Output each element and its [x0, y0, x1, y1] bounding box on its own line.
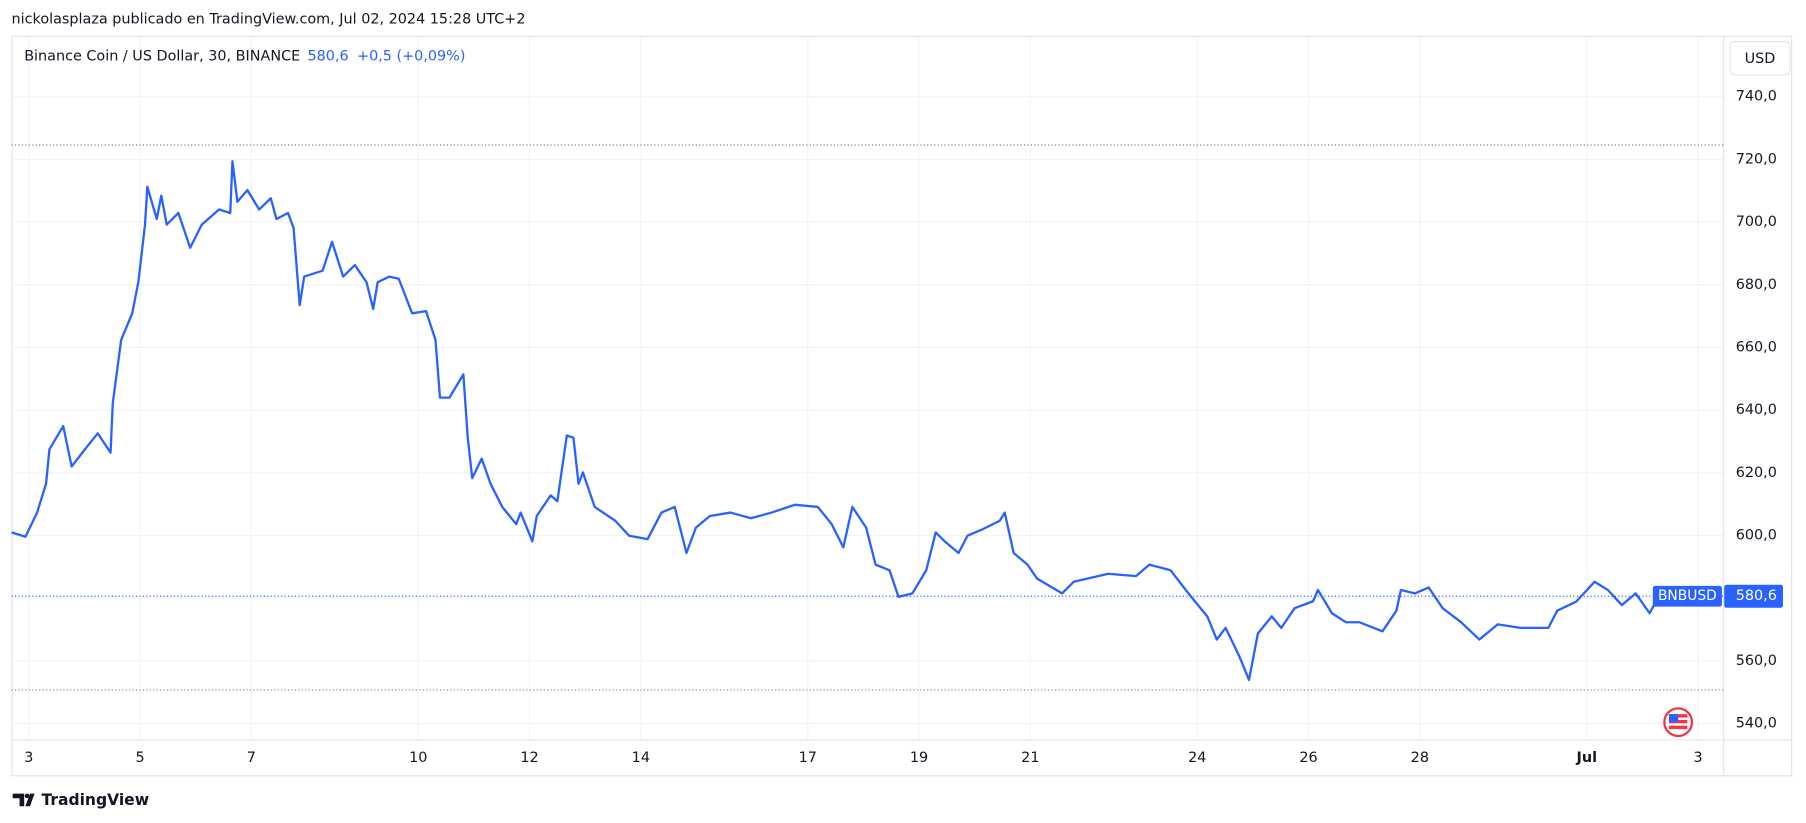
y-tick-label: 620,0 [1736, 465, 1777, 481]
price-line [11, 160, 1656, 682]
price-tag [1724, 584, 1783, 608]
plot [11, 144, 1724, 691]
byline: nickolasplaza publicado en TradingView.c… [12, 12, 526, 28]
x-tick-label: 26 [1299, 750, 1317, 766]
x-tick-label: 17 [799, 750, 817, 766]
x-tick-label: 28 [1411, 750, 1429, 766]
legend-price: 580,6 [308, 48, 349, 64]
x-tick-label: 7 [247, 750, 256, 766]
currency-button[interactable] [1729, 40, 1791, 76]
currency[interactable]: USD [1745, 51, 1776, 67]
y-tick-label: 640,0 [1736, 402, 1777, 418]
y-tick-label: 600,0 [1736, 527, 1777, 543]
symbol-label: BNBUSD [1658, 588, 1717, 604]
x-tick-label: 3 [24, 750, 33, 766]
y-tick-label: 700,0 [1736, 214, 1777, 230]
x-tick-label: 19 [910, 750, 928, 766]
y-tick-label: 680,0 [1736, 277, 1777, 293]
x-tick-label: 12 [520, 750, 538, 766]
chart-frame [11, 35, 1793, 777]
x-tick-label: 3 [1693, 750, 1702, 766]
grid [11, 36, 1724, 740]
x-tick-label: Jul [1575, 750, 1597, 766]
legend-change: +0,5 (+0,09%) [357, 48, 465, 64]
y-tick-label: 660,0 [1736, 339, 1777, 355]
x-tick-label: 24 [1188, 750, 1206, 766]
x-tick-label: 14 [632, 750, 650, 766]
y-tick-label: 560,0 [1736, 653, 1777, 669]
brand-logo [12, 793, 35, 807]
x-tick-label: 5 [135, 750, 144, 766]
chart-title: Binance Coin / US Dollar, 30, BINANCE [24, 48, 300, 64]
price-tag-label: 580,6 [1736, 588, 1777, 604]
flag-icon [1663, 707, 1694, 738]
brand: TradingView [41, 791, 149, 809]
x-tick-label: 10 [409, 750, 427, 766]
y-tick-label: 540,0 [1736, 715, 1777, 731]
y-tick-label: 720,0 [1736, 151, 1777, 167]
x-tick-label: 21 [1021, 750, 1039, 766]
symbol-tag [1652, 585, 1722, 607]
y-tick-label: 740,0 [1736, 89, 1777, 105]
